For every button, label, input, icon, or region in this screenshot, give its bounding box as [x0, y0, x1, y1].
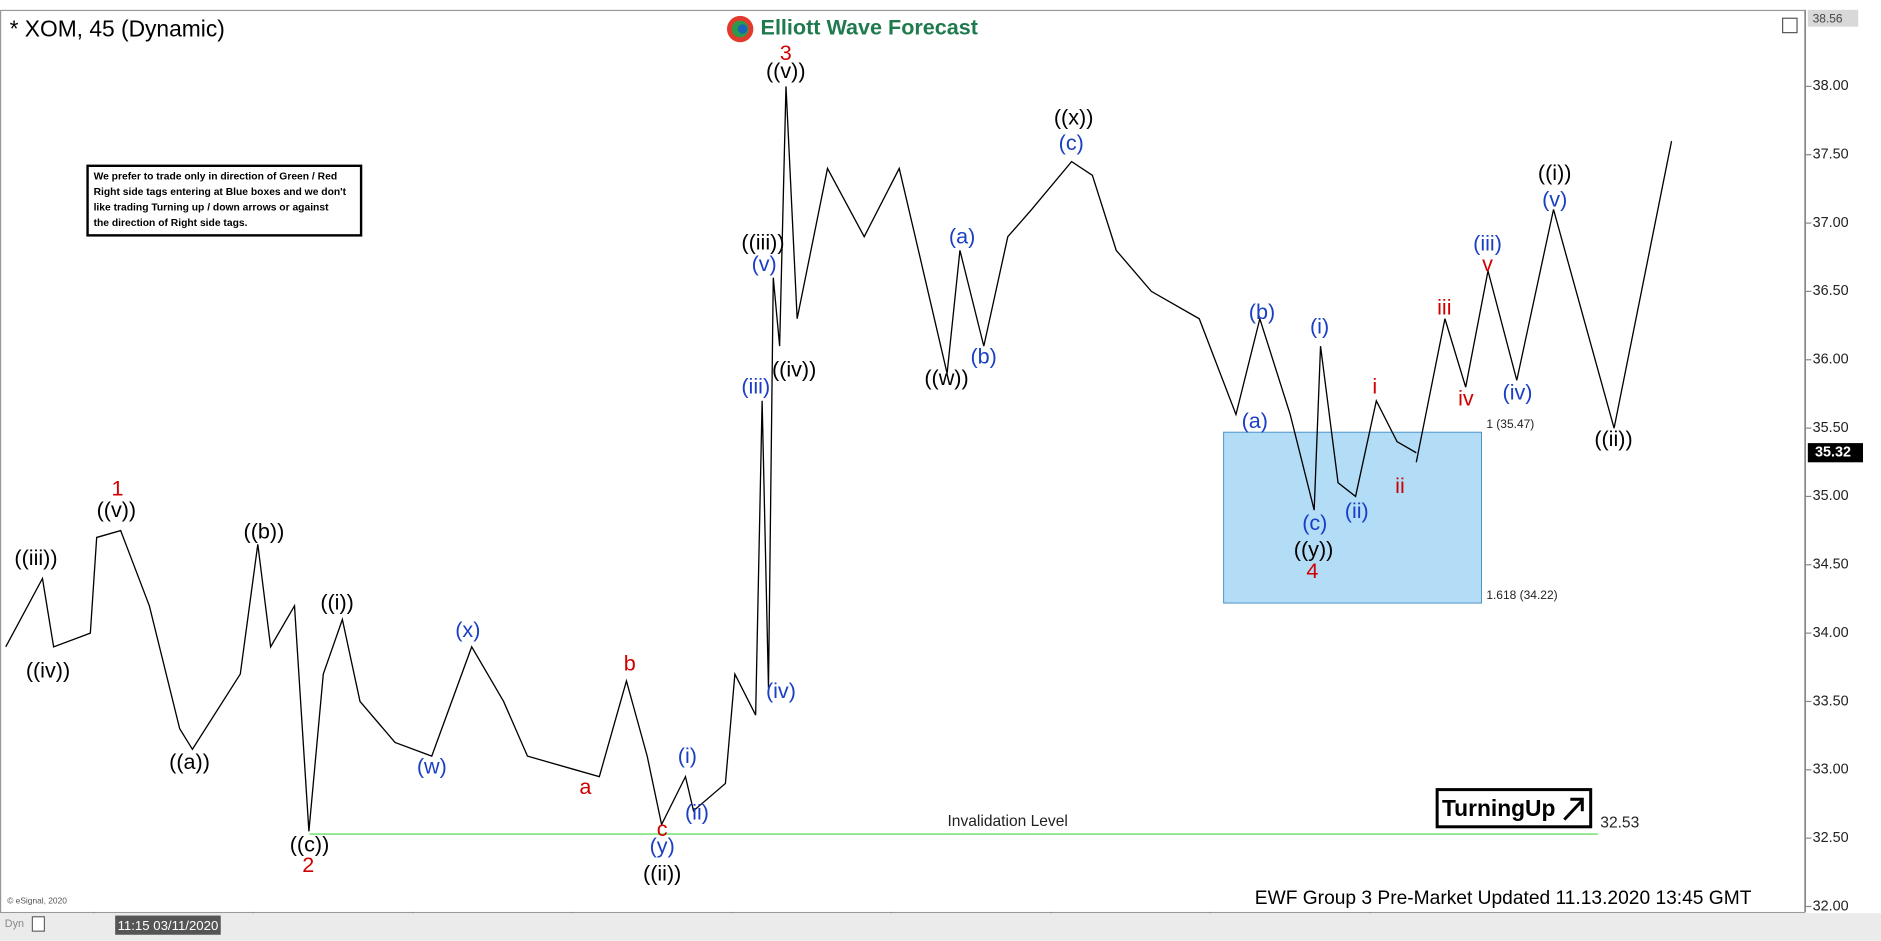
wave-label: (iv)	[766, 678, 796, 703]
target-box	[1223, 431, 1483, 604]
last-price-box	[1807, 443, 1864, 463]
plot-layer: 1 (35.47) 1.618 (34.22) Invalidation Level…	[5, 9, 1864, 933]
wave-label: (iv)	[1503, 379, 1533, 404]
wave-label: 4	[1306, 558, 1318, 583]
wave-label: (y)	[650, 833, 675, 858]
cursor-time-box	[115, 915, 221, 935]
wave-label: (v)	[1542, 186, 1567, 211]
y-tick-label: 34.00	[1813, 625, 1849, 641]
wave-label: (iii)	[1473, 231, 1502, 256]
logo-text: Elliott Wave Forecast	[761, 15, 978, 40]
invalidation-text: Invalidation Level	[947, 813, 1067, 830]
wave-label: ((i))	[320, 589, 354, 614]
wave-label: ((x))	[1054, 105, 1094, 130]
last-price-label: 35.32	[1815, 444, 1851, 460]
wave-label: (v)	[752, 251, 777, 276]
wave-label: (a)	[1242, 408, 1268, 433]
wave-label: (ii)	[1345, 498, 1369, 523]
y-tick-label: 35.00	[1813, 488, 1849, 504]
mode-label: Dyn	[5, 918, 24, 930]
wave-label: 1	[112, 475, 124, 500]
wave-label: c	[657, 816, 668, 841]
wave-label: ((v))	[766, 58, 806, 83]
top-price-box	[1807, 9, 1859, 27]
wave-label: (c)	[1302, 510, 1327, 535]
box-lower-label: 1.618 (34.22)	[1486, 588, 1557, 602]
note-box	[86, 164, 363, 237]
logo: Elliott Wave Forecast	[726, 15, 978, 43]
wave-label: ((iii))	[14, 545, 57, 570]
wave-label: iii	[1437, 294, 1451, 319]
source: © eSignal, 2020	[7, 895, 67, 905]
y-tick-label: 33.00	[1813, 762, 1849, 778]
turning-frame	[1435, 788, 1593, 829]
note: We prefer to trade only in direction of …	[94, 171, 347, 229]
wave-label: ((v))	[97, 497, 137, 522]
y-tick-label: 35.50	[1813, 420, 1849, 436]
wave-label: b	[624, 651, 636, 676]
chart-title: * XOM, 45 (Dynamic)	[10, 15, 225, 41]
price-line	[1415, 140, 1673, 463]
wave-label: i	[1372, 373, 1377, 398]
price-line	[5, 86, 1417, 832]
wave-label: 3	[780, 40, 792, 65]
wave-label: (iii)	[741, 373, 770, 398]
wave-label: (b)	[970, 343, 996, 368]
turning-label: TurningUp	[1442, 795, 1555, 821]
y-tick-label: 32.00	[1813, 898, 1849, 914]
wave-label: ((ii))	[643, 860, 681, 885]
wave-label: v	[1482, 251, 1493, 276]
mode-button[interactable]	[31, 916, 45, 932]
wave-label: iv	[1458, 385, 1474, 410]
y-tick-label: 38.00	[1813, 78, 1849, 94]
footer: EWF Group 3 Pre-Market Updated 11.13.202…	[1255, 888, 1752, 909]
wave-label: 2	[302, 852, 314, 877]
y-tick-label: 32.50	[1813, 830, 1849, 846]
window-button[interactable]	[1782, 17, 1798, 34]
y-tick-label: 34.50	[1813, 557, 1849, 573]
y-tick-label: 33.50	[1813, 693, 1849, 709]
x-axis-bar	[0, 913, 1881, 941]
turning-badge: TurningUp	[1435, 788, 1593, 829]
wave-label: (c)	[1059, 130, 1084, 155]
wave-label: (ii)	[685, 799, 709, 824]
wave-label: (x)	[455, 617, 480, 642]
wave-label: ((iii))	[741, 229, 784, 254]
wave-label: ((a))	[169, 749, 210, 774]
turning-arrow	[1563, 797, 1584, 821]
wave-label: a	[579, 774, 591, 799]
wave-label: (a)	[949, 223, 975, 248]
y-tick-label: 37.00	[1813, 215, 1849, 231]
wave-label: ((i))	[1538, 160, 1572, 185]
wave-label: ((iv))	[26, 658, 70, 683]
logo-icon	[737, 24, 748, 34]
wave-label: ((ii))	[1594, 426, 1632, 451]
y-tick-label: 37.50	[1813, 147, 1849, 163]
wave-label: ((b))	[244, 519, 285, 544]
wave-label: ((y))	[1294, 537, 1334, 562]
box-upper-label: 1 (35.47)	[1486, 417, 1534, 431]
wave-label: (i)	[1310, 313, 1329, 338]
wave-label: (b)	[1249, 299, 1275, 324]
wave-label: ((iv))	[772, 357, 816, 382]
cursor-time: 11:15 03/11/2020	[118, 918, 219, 933]
note-line: like trading Turning up / down arrows or…	[94, 203, 330, 214]
invalidation-value: 32.53	[1600, 814, 1639, 831]
wave-label: ((c))	[290, 832, 330, 857]
y-tick-label: 36.00	[1813, 352, 1849, 368]
wave-label: ii	[1395, 473, 1405, 498]
y-tick-label: 36.50	[1813, 283, 1849, 299]
note-line: the direction of Right side tags.	[94, 218, 248, 229]
wave-label: ((w))	[924, 365, 968, 390]
note-line: We prefer to trade only in direction of …	[94, 171, 338, 182]
wave-label: (w)	[417, 754, 447, 779]
top-price-label: 38.56	[1813, 12, 1843, 26]
note-line: Right side tags entering at Blue boxes a…	[94, 187, 347, 198]
wave-label: (i)	[678, 743, 697, 768]
